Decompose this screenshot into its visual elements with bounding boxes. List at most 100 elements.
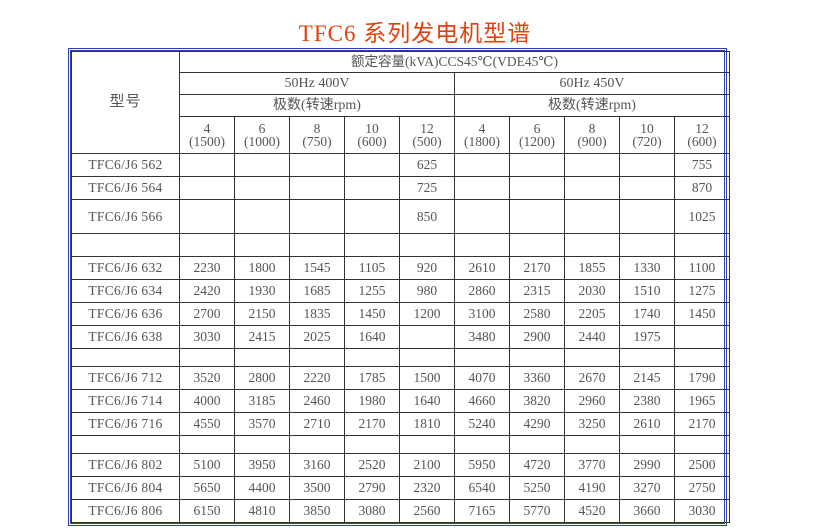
cell-50hz-4p: 5650 [179,476,235,500]
cell-50hz-4p [179,199,235,234]
header-pole-6-60hz: 6 (1200) [509,116,565,154]
cell-50hz-12p: 1200 [399,302,455,326]
cell-60hz-4p: 5240 [454,412,510,436]
cell-50hz-10p: 1450 [344,302,400,326]
cell-50hz-12p: 980 [399,279,455,303]
cell-model: TFC6/J6 716 [71,412,180,436]
cell-60hz-6p [509,233,565,257]
cell-60hz-6p: 5770 [509,499,565,523]
header-pole-12-60hz: 12 (600) [674,116,730,154]
cell-50hz-6p: 3950 [234,453,290,477]
cell-50hz-6p [234,176,290,200]
cell-50hz-8p: 2025 [289,325,345,349]
cell-50hz-12p: 625 [399,153,455,177]
header-poles-60hz: 极数(转速rpm) [454,94,730,117]
cell-60hz-6p [509,153,565,177]
table-row[interactable]: TFC6/J6 564 725 870 [71,176,730,200]
cell-60hz-6p: 3360 [509,366,565,390]
cell-60hz-10p [619,233,675,257]
cell-50hz-6p [234,348,290,367]
cell-50hz-6p: 1800 [234,256,290,280]
table-row[interactable]: TFC6/J6 634 2420 1930 1685 1255 980 2860 2315 20… [71,279,730,303]
cell-50hz-6p: 4400 [234,476,290,500]
cell-50hz-6p [234,199,290,234]
cell-50hz-4p: 6150 [179,499,235,523]
cell-60hz-4p [454,348,510,367]
cell-50hz-8p: 2460 [289,389,345,413]
spacer-row [71,233,730,257]
cell-60hz-12p: 2500 [674,453,730,477]
cell-50hz-8p: 2220 [289,366,345,390]
table-row[interactable]: TFC6/J6 802 5100 3950 3160 2520 2100 5950 4720 3… [71,453,730,477]
cell-50hz-4p [179,233,235,257]
table-row[interactable]: TFC6/J6 632 2230 1800 1545 1105 920 2610 2170 18… [71,256,730,280]
cell-60hz-6p: 4720 [509,453,565,477]
table-row[interactable]: TFC6/J6 562 625 755 [71,153,730,177]
cell-60hz-6p: 2170 [509,256,565,280]
cell-50hz-4p: 4000 [179,389,235,413]
table-row[interactable]: TFC6/J6 716 4550 3570 2710 2170 1810 5240 4290 3… [71,412,730,436]
table-row[interactable]: TFC6/J6 714 4000 3185 2460 1980 1640 4660 3820 2… [71,389,730,413]
table-row[interactable]: TFC6/J6 638 3030 2415 2025 1640 3480 2900 2440… [71,325,730,349]
cell-50hz-8p: 3500 [289,476,345,500]
cell-60hz-4p: 3480 [454,325,510,349]
cell-60hz-4p: 3100 [454,302,510,326]
cell-50hz-8p: 2710 [289,412,345,436]
cell-50hz-4p: 3520 [179,366,235,390]
cell-model: TFC6/J6 714 [71,389,180,413]
cell-60hz-8p: 2030 [564,279,620,303]
cell-50hz-8p [289,348,345,367]
table-row[interactable]: TFC6/J6 566 850 1025 [71,199,730,234]
cell-50hz-10p: 1785 [344,366,400,390]
cell-50hz-6p: 2800 [234,366,290,390]
cell-50hz-12p: 2320 [399,476,455,500]
cell-model: TFC6/J6 566 [71,199,180,234]
table-row[interactable]: TFC6/J6 804 5650 4400 3500 2790 2320 6540 5250 4… [71,476,730,500]
cell-50hz-12p [399,348,455,367]
cell-50hz-12p [399,233,455,257]
cell-60hz-8p: 2440 [564,325,620,349]
cell-50hz-4p: 3030 [179,325,235,349]
cell-50hz-12p: 920 [399,256,455,280]
cell-model: TFC6/J6 562 [71,153,180,177]
cell-50hz-8p [289,435,345,454]
cell-50hz-8p [289,199,345,234]
cell-60hz-12p: 1275 [674,279,730,303]
cell-50hz-4p: 2420 [179,279,235,303]
cell-model: TFC6/J6 804 [71,476,180,500]
cell-model: TFC6/J6 632 [71,256,180,280]
cell-50hz-10p: 1980 [344,389,400,413]
cell-60hz-10p: 2380 [619,389,675,413]
cell-60hz-6p: 3820 [509,389,565,413]
cell-model: TFC6/J6 802 [71,453,180,477]
cell-60hz-4p: 6540 [454,476,510,500]
cell-50hz-6p: 3185 [234,389,290,413]
cell-50hz-8p: 1835 [289,302,345,326]
table-row[interactable]: TFC6/J6 636 2700 2150 1835 1450 1200 3100 2580 2… [71,302,730,326]
generator-spec-table: 型号 额定容量(kVA)CCS45℃(VDE45℃) 50Hz 400V 60Hz 4… [71,51,730,523]
cell-50hz-10p [344,348,400,367]
table-row[interactable]: TFC6/J6 712 3520 2800 2220 1785 1500 4070 3360 2… [71,366,730,390]
cell-60hz-6p: 5250 [509,476,565,500]
cell-60hz-10p [619,199,675,234]
cell-60hz-4p: 7165 [454,499,510,523]
cell-60hz-10p [619,153,675,177]
cell-model [71,348,180,367]
cell-60hz-12p: 2750 [674,476,730,500]
table-row[interactable]: TFC6/J6 806 6150 4810 3850 3080 2560 7165 5770 4… [71,499,730,523]
cell-50hz-8p [289,153,345,177]
header-row-capacity: 型号 额定容量(kVA)CCS45℃(VDE45℃) [71,51,730,154]
header-pole-10-60hz: 10 (720) [619,116,675,154]
cell-model: TFC6/J6 712 [71,366,180,390]
cell-60hz-8p: 1855 [564,256,620,280]
cell-60hz-8p: 2205 [564,302,620,326]
cell-60hz-4p: 4660 [454,389,510,413]
header-pole-4-50hz: 4 (1500) [179,116,235,154]
cell-60hz-6p: 2580 [509,302,565,326]
cell-60hz-6p [509,348,565,367]
cell-model: TFC6/J6 806 [71,499,180,523]
cell-50hz-8p: 3850 [289,499,345,523]
cell-50hz-10p: 2790 [344,476,400,500]
cell-60hz-6p: 4290 [509,412,565,436]
